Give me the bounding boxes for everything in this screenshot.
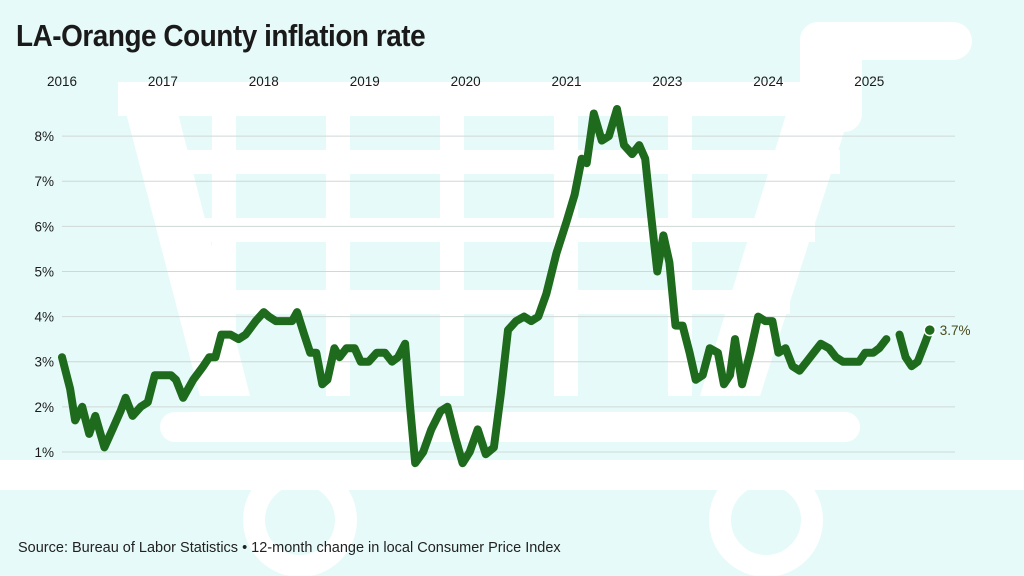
y-tick-label: 8%	[34, 129, 54, 144]
series-line-segment	[58, 105, 891, 468]
x-tick-label: 2016	[47, 74, 77, 89]
series-line	[58, 105, 934, 468]
last-value-marker: 3.7%	[923, 323, 971, 338]
y-tick-label: 3%	[34, 355, 54, 370]
y-tick-label: 6%	[34, 219, 54, 234]
x-tick-label: 2024	[753, 74, 784, 89]
x-tick-label: 2020	[451, 74, 481, 89]
grid-lines	[62, 135, 955, 453]
series-line-segment	[895, 326, 934, 371]
y-tick-label: 7%	[34, 174, 54, 189]
y-tick-label: 1%	[34, 445, 54, 460]
x-tick-label: 2019	[350, 74, 380, 89]
y-tick-label: 5%	[34, 264, 54, 279]
last-point-dot	[923, 323, 937, 337]
y-axis-ticks: 1% 2% 3% 4% 5% 6% 7% 8%	[34, 129, 54, 460]
x-axis-ticks: 2016 2017 2018 2019 2020 2021 2023 2024 2025	[47, 74, 884, 89]
last-value-label: 3.7%	[940, 323, 971, 338]
x-tick-label: 2021	[551, 74, 581, 89]
y-tick-label: 4%	[34, 310, 54, 325]
x-tick-label: 2018	[249, 74, 279, 89]
x-tick-label: 2023	[652, 74, 682, 89]
source-note: Source: Bureau of Labor Statistics • 12-…	[18, 540, 561, 556]
page-title: LA-Orange County inflation rate	[16, 18, 426, 53]
y-tick-label: 2%	[34, 400, 54, 415]
x-tick-label: 2025	[854, 74, 884, 89]
x-tick-label: 2017	[148, 74, 178, 89]
